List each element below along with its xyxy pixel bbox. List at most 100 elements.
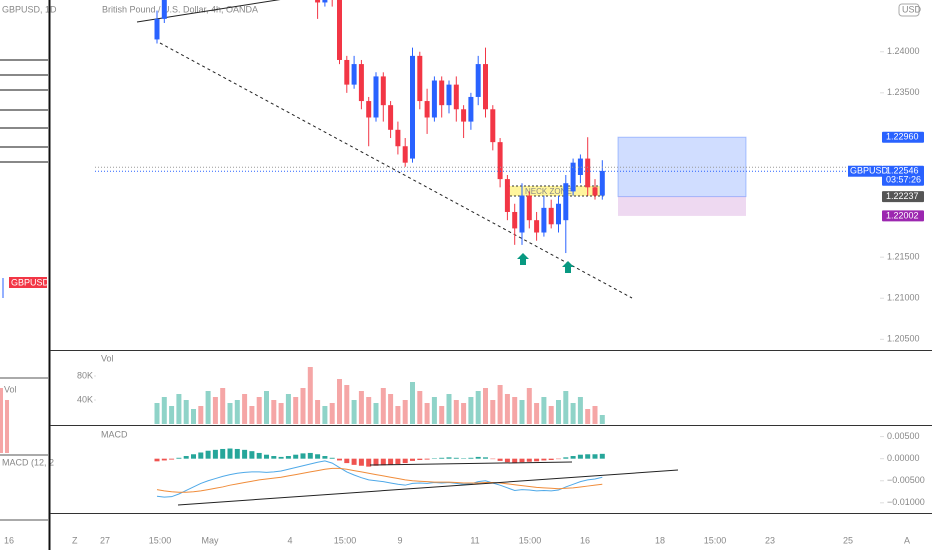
volume-bar [468, 397, 473, 424]
icon[interactable]: A [904, 535, 910, 545]
volume-bar [556, 400, 561, 424]
histogram-bar [352, 459, 357, 465]
volume-bar [490, 400, 495, 424]
histogram-bar [585, 454, 590, 458]
histogram-bar [155, 459, 160, 462]
candle-body [512, 212, 517, 228]
candle-body [541, 208, 546, 233]
y-tick-label: 1.21500 [887, 252, 920, 262]
candle-body [505, 179, 510, 212]
arrow [517, 253, 529, 265]
histogram-bar [410, 459, 415, 461]
countdown: 03:57:26 [886, 175, 921, 185]
histogram-bar [541, 459, 546, 461]
volume-bar [220, 388, 225, 424]
candle-body [395, 130, 400, 146]
histogram-bar [563, 457, 568, 458]
candle-body [417, 56, 422, 101]
volume-bar [476, 391, 481, 424]
volume-bar [410, 382, 415, 424]
histogram-bar [425, 459, 430, 460]
x-tick-label: 16 [580, 535, 590, 545]
histogram-bar [169, 459, 174, 460]
volume-bar [279, 403, 284, 424]
volume-bar [374, 403, 379, 424]
volume-bar [417, 391, 422, 424]
stop-zone [618, 197, 746, 216]
histogram-bar [249, 451, 254, 459]
candle-body [600, 171, 605, 196]
histogram-bar [162, 459, 167, 461]
candle-body [315, 0, 320, 2]
candle-body [322, 0, 327, 2]
histogram-bar [176, 458, 181, 459]
volume-bar [228, 403, 233, 424]
y-tick-label: 1.23500 [887, 87, 920, 97]
y-tick-label: 0.00500 [887, 431, 920, 441]
x-tick-label: 15:00 [704, 535, 727, 545]
volume-bar [366, 397, 371, 424]
volume-bar [395, 406, 400, 424]
y-tick-label: 1.21000 [887, 293, 920, 303]
candle-body [374, 76, 379, 117]
volume-bar [447, 394, 452, 424]
volume-bar [593, 406, 598, 424]
volume-bar [549, 406, 554, 424]
candle-body [403, 146, 408, 162]
histogram-bar [198, 452, 203, 458]
candle-body [483, 64, 488, 109]
x-tick-label: 15:00 [519, 535, 542, 545]
histogram-bar [600, 454, 605, 459]
icon[interactable]: Z [72, 535, 78, 545]
volume-bar [191, 409, 196, 424]
volume-bar [432, 397, 437, 424]
x-tick-label: 9 [397, 535, 402, 545]
candle-body [490, 109, 495, 142]
candle-body [563, 183, 568, 220]
x-tick-label: 25 [843, 535, 853, 545]
y-tick-label: 40K [77, 394, 93, 404]
histogram-bar [213, 450, 218, 459]
histogram-bar [468, 458, 473, 459]
volume-bar [337, 379, 342, 424]
side-vol [0, 388, 3, 453]
histogram-bar [301, 453, 306, 458]
histogram-bar [527, 459, 532, 462]
trend-line [178, 470, 678, 505]
volume-bar [571, 403, 576, 424]
histogram-bar [242, 450, 247, 459]
volume-bar [301, 388, 306, 424]
volume-bar [235, 400, 240, 424]
histogram-bar [257, 453, 262, 459]
x-tick-label: 4 [287, 535, 292, 545]
volume-bar [541, 397, 546, 424]
candle-body [549, 208, 554, 224]
volume-bar [198, 406, 203, 424]
volume-bar [330, 403, 335, 424]
candle-body [520, 196, 525, 233]
volume-bar [271, 400, 276, 424]
histogram-bar [549, 459, 554, 460]
histogram-bar [264, 455, 269, 459]
volume-bar [352, 400, 357, 424]
histogram-bar [286, 456, 291, 459]
x-tick-label: 23 [765, 535, 775, 545]
histogram-bar [578, 455, 583, 459]
y-tick-label: 0.00000 [887, 453, 920, 463]
histogram-bar [447, 457, 452, 458]
histogram-bar [505, 459, 510, 463]
x-tick-label: 18 [655, 535, 665, 545]
volume-bar [483, 388, 488, 424]
side-macd-title: MACD (12, 2 [2, 457, 54, 467]
histogram-bar [417, 459, 422, 460]
candle-body [571, 163, 576, 192]
symbol-label: GBPUSD [850, 166, 889, 176]
price-label: 1.22960 [886, 132, 919, 142]
histogram-bar [520, 459, 525, 463]
volume-bar [439, 406, 444, 424]
candle-body [366, 101, 371, 117]
candle-body [585, 159, 590, 188]
candle-body [425, 101, 430, 117]
candle-body [439, 81, 444, 106]
volume-bar [454, 400, 459, 424]
